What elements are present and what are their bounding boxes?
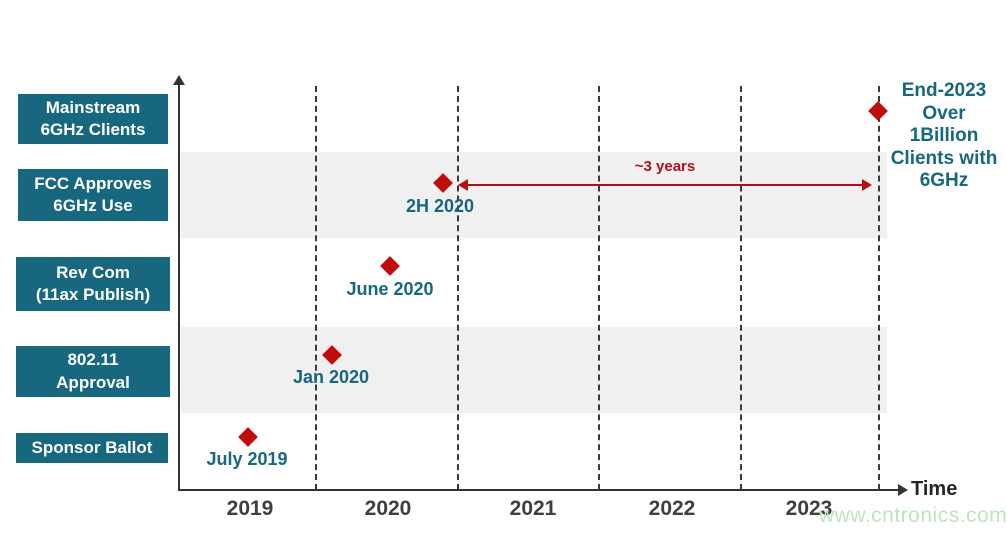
milestone-label-2h-2020: 2H 2020 [405, 196, 475, 216]
gridline-2021-2022 [598, 86, 600, 490]
y-axis-arrow-icon [173, 75, 185, 85]
x-axis-title: Time [911, 478, 958, 500]
category-box-rev-com-11ax-publish: Rev Com (11ax Publish) [16, 257, 170, 311]
category-box-80211-approval: 802.11 Approval [16, 346, 170, 397]
diamond-marker-june-2020 [380, 256, 400, 276]
duration-arrow-left-icon [458, 179, 468, 191]
duration-arrow-right-icon [862, 179, 872, 191]
shaded-band-80211-row [181, 327, 887, 413]
gridline-2019-2020 [315, 86, 317, 490]
x-tick-2022: 2022 [648, 497, 696, 520]
category-box-sponsor-ballot: Sponsor Ballot [16, 433, 168, 463]
duration-arrow-line [466, 184, 870, 186]
y-axis-line [178, 84, 180, 490]
milestone-label-july-2019: July 2019 [206, 449, 288, 469]
milestone-label-june-2020: June 2020 [346, 279, 434, 299]
gridline-2020-2021 [457, 86, 459, 490]
gridline-2023-2024 [878, 86, 880, 490]
x-tick-2020: 2020 [364, 497, 412, 520]
x-tick-2019: 2019 [226, 497, 274, 520]
x-axis-line [178, 489, 900, 491]
shaded-band-fcc-row [181, 152, 887, 238]
milestone-label-jan-2020: Jan 2020 [292, 367, 370, 387]
x-axis-arrow-icon [898, 484, 908, 496]
diamond-marker-july-2019 [238, 427, 258, 447]
x-tick-2021: 2021 [509, 497, 557, 520]
x-tick-2023: 2023 [785, 497, 833, 520]
category-box-fcc-approves-6ghz-use: FCC Approves 6GHz Use [18, 169, 168, 221]
watermark-cntronics: www.cntronics.com [819, 504, 1007, 527]
duration-arrow-label: ~3 years [634, 158, 696, 175]
category-box-mainstream-6ghz-clients: Mainstream 6GHz Clients [18, 94, 168, 144]
gridline-2022-2023 [740, 86, 742, 490]
callout-end-2023-1billion-clients: End-2023 Over 1Billion Clients with 6GHz [890, 80, 998, 191]
